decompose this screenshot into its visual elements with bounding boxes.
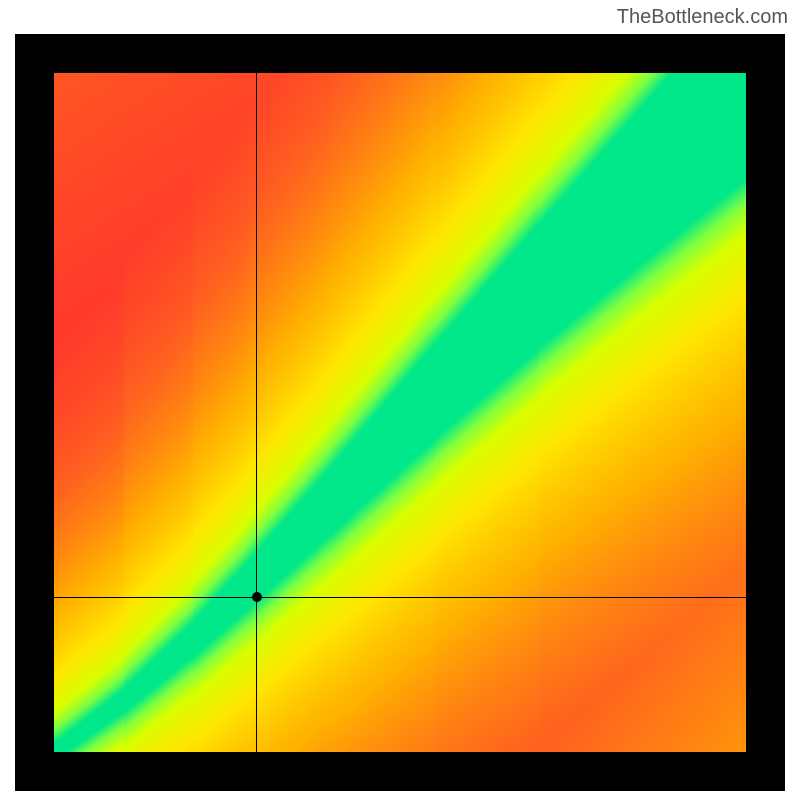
chart-container: TheBottleneck.com (0, 0, 800, 800)
crosshair-vertical (256, 73, 257, 752)
watermark-text: TheBottleneck.com (617, 6, 788, 29)
crosshair-marker (252, 592, 262, 602)
crosshair-horizontal (54, 597, 746, 598)
bottleneck-heatmap (54, 73, 746, 752)
